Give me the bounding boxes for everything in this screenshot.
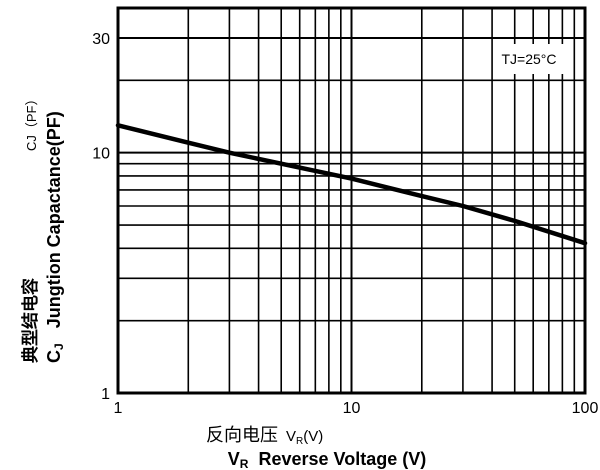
y-axis-bold-symbol: C: [44, 350, 64, 363]
series-layer: [115, 123, 588, 246]
x-axis-bold-sub: R: [240, 457, 249, 470]
x-axis-title-cn: 反向电压 VR(V): [206, 425, 323, 447]
plot-frame: [116, 6, 587, 395]
x-axis-bold-text: Reverse Voltage (V): [258, 449, 426, 469]
y-axis-title: CJ Jungtion Capactance(PF) 典型结电容 CJ（PF）: [20, 92, 67, 363]
y-tick-label: 1: [101, 386, 110, 403]
grid-layer: [117, 8, 586, 394]
x-axis-bold-symbol: V: [228, 449, 240, 469]
annotation-text: TJ=25°C: [501, 51, 556, 67]
y-tick-label: 30: [92, 31, 110, 48]
annotation-box: TJ=25°C: [493, 44, 565, 74]
y-axis-cn-label: 典型结电容: [20, 278, 40, 363]
x-axis-unit-sub: R: [296, 436, 303, 447]
tick-label-layer: 1 10 100 1 10 30: [92, 31, 598, 417]
y-axis-bold-label: CJ Jungtion Capactance(PF): [44, 111, 67, 363]
series-line: [115, 123, 588, 246]
x-tick-label: 100: [572, 400, 599, 417]
x-axis-cn-label: 反向电压: [206, 425, 278, 445]
x-axis-unit-symbol: V: [286, 428, 296, 445]
x-axis-title-en: VR Reverse Voltage (V): [228, 449, 426, 470]
x-tick-label: 10: [343, 400, 361, 417]
annotation-background: [493, 44, 565, 74]
y-tick-label: 10: [92, 146, 110, 163]
x-axis-cn-unit: VR(V): [286, 428, 323, 447]
x-tick-label: 1: [114, 400, 123, 417]
y-axis-bold-sub: J: [52, 343, 66, 350]
y-axis-small-label: CJ（PF）: [24, 92, 39, 151]
y-axis-bold-text: Jungtion Capactance(PF): [44, 111, 64, 328]
x-axis-unit-suffix: (V): [303, 428, 323, 445]
